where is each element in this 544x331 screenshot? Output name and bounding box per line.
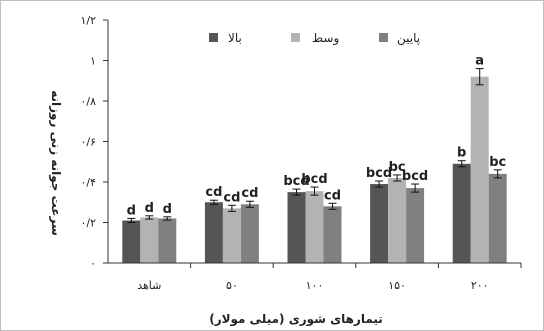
bar [388, 177, 407, 263]
significance-letter: cd [205, 185, 222, 200]
bar [370, 184, 389, 263]
x-axis-label: تیمارهای شوری (میلی مولار) [209, 312, 383, 327]
significance-letter: b [457, 146, 466, 161]
y-tick-marks [103, 19, 522, 268]
bar [323, 206, 342, 263]
x-tick-labels: شاهد ۵۰ ۱۰۰ ۱۵۰ ۲۰۰ [137, 279, 488, 292]
bar [158, 218, 177, 263]
y-axis-label: سرعت جوانه زنی روزانه [48, 90, 63, 236]
bar [204, 202, 223, 263]
x-tick-label: ۱۰۰ [306, 279, 324, 292]
significance-letter: cd [223, 190, 240, 205]
legend-swatch [291, 33, 300, 42]
significance-letter: cd [241, 186, 258, 201]
legend-label: وسط [312, 31, 339, 46]
significance-letter: bc [389, 160, 406, 175]
significance-letter: bcd [402, 169, 428, 184]
significance-letter: d [163, 202, 172, 217]
y-tick-label: ۰/۸ [80, 95, 96, 108]
significance-letter: bc [489, 155, 506, 170]
x-tick-label: ۵۰ [226, 279, 238, 292]
x-tick-label: ۲۰۰ [471, 279, 489, 292]
bar [287, 192, 306, 263]
significance-letter: bcd [283, 174, 309, 189]
y-tick-label: ۰/۲ [80, 217, 96, 230]
bar [222, 208, 241, 263]
bar [488, 173, 507, 263]
y-tick-label: ۰/۴ [80, 176, 96, 189]
y-tick-label: ۰/۶ [80, 136, 96, 149]
x-tick-label: ۱۵۰ [388, 279, 406, 292]
legend-label: بالا [228, 31, 242, 45]
significance-letter: cd [324, 188, 341, 203]
bar [406, 188, 425, 263]
y-tick-label: ۰ [90, 257, 96, 270]
significance-letter: a [475, 54, 484, 69]
significance-letter: d [127, 203, 136, 218]
legend-swatch [209, 33, 218, 42]
significance-letter: bcd [366, 166, 392, 181]
significance-letter: d [145, 201, 154, 216]
y-tick-label: ۱/۲ [80, 14, 96, 27]
bar [305, 191, 324, 263]
significance-letter: bcd [301, 172, 327, 187]
bar [470, 76, 489, 263]
bar [452, 163, 471, 263]
legend-swatch [379, 33, 388, 42]
bar [140, 217, 159, 263]
legend-label: پایین [397, 31, 420, 46]
bar [122, 220, 141, 263]
legend: بالا وسط پایین [209, 31, 420, 46]
y-tick-label: ۱ [90, 55, 96, 68]
bar [240, 204, 259, 263]
y-tick-labels: ۰ ۰/۲ ۰/۴ ۰/۶ ۰/۸ ۱ ۱/۲ [80, 14, 96, 270]
bars [122, 68, 507, 263]
x-tick-label: شاهد [137, 279, 161, 292]
